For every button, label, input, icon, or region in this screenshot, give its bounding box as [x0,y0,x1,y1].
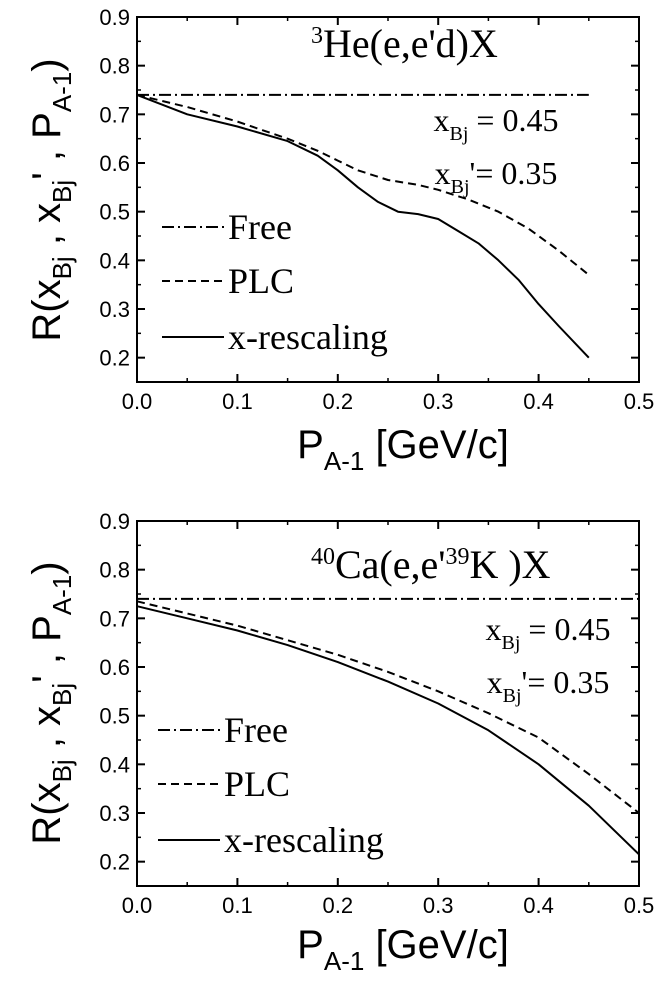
annotation-xbj-2: xBj'= 0.35 [435,155,558,198]
y-tick-label: 0.5 [99,704,130,729]
y-tick-label: 0.5 [99,200,130,225]
chart-title: 40Ca(e,e'39K )X [311,542,551,587]
legend-label: Free [228,207,292,247]
series-line-x-rescaling [136,93,590,359]
x-tick-label: 0.2 [323,893,354,918]
series-line-plc [136,93,590,276]
x-tick-label: 0.4 [523,389,554,414]
series-line-plc [136,600,640,814]
y-tick-label: 0.3 [99,801,130,826]
x-tick-label: 0.4 [523,893,554,918]
y-tick-label: 0.8 [99,54,130,79]
x-axis-label: PA-1 [GeV/c] [297,923,509,976]
y-tick-label: 0.4 [99,752,130,777]
x-axis-label: PA-1 [GeV/c] [297,423,509,476]
y-tick-label: 0.8 [99,558,130,583]
y-tick-label: 0.2 [99,346,130,371]
y-tick-label: 0.7 [99,606,130,631]
annotation-xbj-1: xBj = 0.45 [486,611,611,654]
y-tick-label: 0.6 [99,655,130,680]
y-axis-label: R(xBj , xBj' , PA-1) [25,561,77,844]
y-tick-label: 0.3 [99,297,130,322]
y-tick-label: 0.9 [99,509,130,534]
y-tick-label: 0.7 [99,102,130,127]
y-tick-label: 0.2 [99,850,130,875]
series-line-x-rescaling [136,605,640,856]
x-tick-label: 0.0 [122,389,153,414]
chart-panel-2: 0.0 0.1 0.2 0.3 0.4 0.5 0.2 0.3 0.4 0.5 0.6 0.7 0.8 0… [25,509,654,976]
chart-panel-1: 0.0 0.1 0.2 0.3 0.4 0.5 0.2 0.3 0.4 0.5 0.6 0.7 0.8 0… [25,5,654,476]
x-tick-label: 0.2 [323,389,354,414]
x-tick-label: 0.3 [423,893,454,918]
y-tick-label: 0.4 [99,248,130,273]
legend-label: x-rescaling [228,317,388,357]
x-tick-label: 0.3 [423,389,454,414]
chart-title: 3He(e,e'd)X [311,21,498,66]
x-tick-label: 0.0 [122,893,153,918]
x-tick-label: 0.5 [624,389,655,414]
annotation-xbj-2: xBj'= 0.35 [487,664,610,707]
legend-label: Free [224,710,288,750]
annotation-xbj-1: xBj = 0.45 [434,102,559,145]
x-tick-label: 0.1 [222,389,253,414]
x-tick-label: 0.1 [222,893,253,918]
y-tick-label: 0.6 [99,151,130,176]
x-tick-label: 0.5 [624,893,655,918]
legend-label: PLC [228,261,294,301]
y-axis-label: R(xBj , xBj' , PA-1) [25,58,77,341]
legend-label: PLC [224,764,290,804]
legend-label: x-rescaling [224,820,384,860]
y-tick-label: 0.9 [99,5,130,30]
plot-frame [136,16,640,383]
